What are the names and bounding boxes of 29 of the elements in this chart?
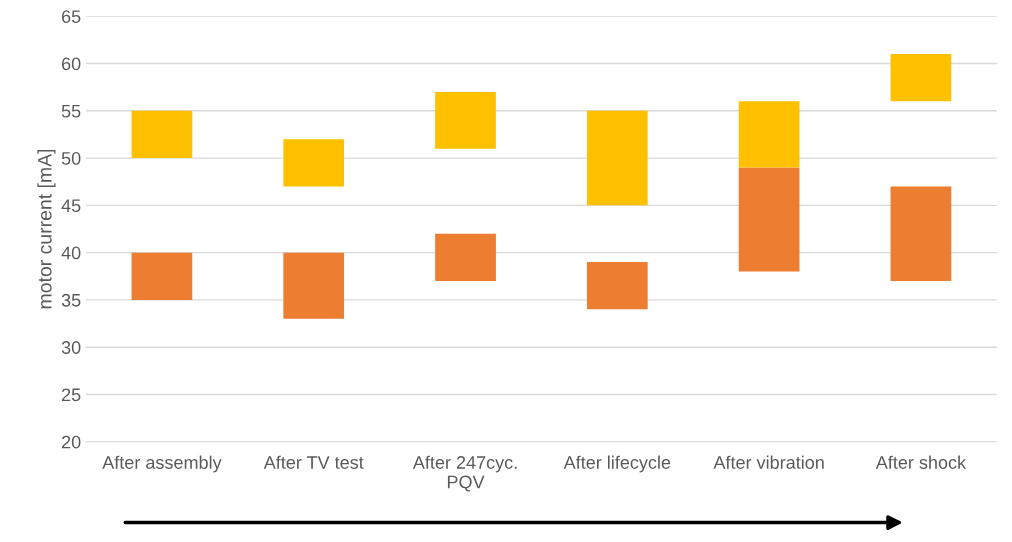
y-tick-label: 30 (61, 341, 81, 354)
bar (890, 186, 952, 281)
bar (586, 110, 648, 206)
bar (131, 110, 193, 159)
y-tick-label: 65 (61, 10, 81, 23)
y-tick-label: 45 (61, 199, 81, 213)
x-tick-label: After 247cyc. PQV (412, 455, 517, 492)
y-tick-label: 40 (61, 246, 81, 260)
bar (738, 167, 800, 272)
y-tick-label: 50 (61, 152, 81, 165)
bar (586, 262, 648, 310)
y-tick-label: 35 (61, 293, 81, 307)
bar (283, 139, 345, 187)
bar (435, 233, 496, 281)
x-tick-label: After assembly (102, 455, 222, 473)
y-tick-label: 55 (61, 104, 81, 118)
y-tick-label: 20 (61, 435, 81, 449)
bar (738, 101, 800, 168)
x-tick-label: After shock (875, 455, 967, 469)
x-tick-label: After lifecycle (563, 455, 671, 473)
bar (890, 54, 952, 102)
bar (283, 252, 345, 319)
y-tick-label: 25 (61, 388, 81, 402)
x-tick-label: After vibration (713, 455, 824, 469)
y-tick-label: 60 (61, 57, 81, 71)
bar (435, 91, 496, 149)
x-tick-label: After TV test (263, 455, 364, 469)
y-axis-title: motor current [mA] (37, 149, 56, 309)
bar (131, 252, 193, 300)
